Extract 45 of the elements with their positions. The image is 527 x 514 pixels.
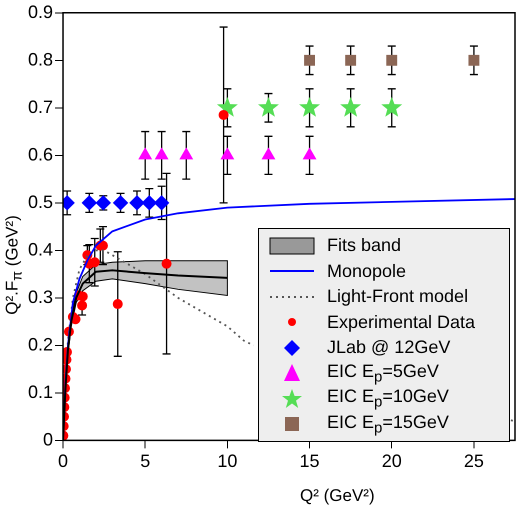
legend-label: JLab @ 12GeV [327,337,450,358]
y-tick-label: 0.9 [28,2,54,22]
y-tick-label: 0.4 [28,239,54,260]
point [386,54,398,66]
point [381,96,402,117]
point [113,195,128,210]
point [112,299,123,310]
legend-label: EIC E$_{p}$=15GeV [327,412,449,437]
point [468,54,480,66]
point [345,54,356,66]
point [142,195,157,210]
point [304,54,316,66]
legend-label: Monopole [327,260,406,282]
y-tick-label: 0.2 [28,334,54,354]
y-tick-label: 0.3 [28,286,54,307]
legend-label: Fits band [327,235,402,256]
x-tick-label: 5 [140,451,150,472]
point [129,195,144,210]
point [340,96,362,117]
point [82,195,97,210]
point [77,300,88,310]
legend-label: EIC E$_{p}$=10GeV [327,386,449,412]
point [258,96,279,117]
point [299,96,320,117]
y-tick-label: 0.8 [28,49,54,70]
x-tick-label: 25 [464,451,484,472]
point [162,258,172,269]
x-tick-label: 20 [382,451,402,472]
legend-label: Light-Front model [327,286,468,308]
point [154,195,170,210]
x-tick-label: 10 [217,451,238,472]
y-tick-label: 0.1 [28,382,54,402]
point [218,110,229,120]
x-tick-label: 15 [300,451,320,472]
legend-label: Experimental Data [327,312,476,333]
legend-label: EIC E$_{p}$=5GeV [327,360,439,386]
point [78,291,88,302]
x-tick-label: 0 [58,451,68,472]
point [90,257,100,268]
y-tick-label: 0 [43,429,54,450]
point [96,195,111,210]
y-tick-label: 0.5 [28,192,54,212]
x-axis-title: Q² (GeV²) [300,486,375,506]
y-tick-label: 0.7 [28,96,54,117]
y-tick-label: 0.6 [28,144,54,164]
